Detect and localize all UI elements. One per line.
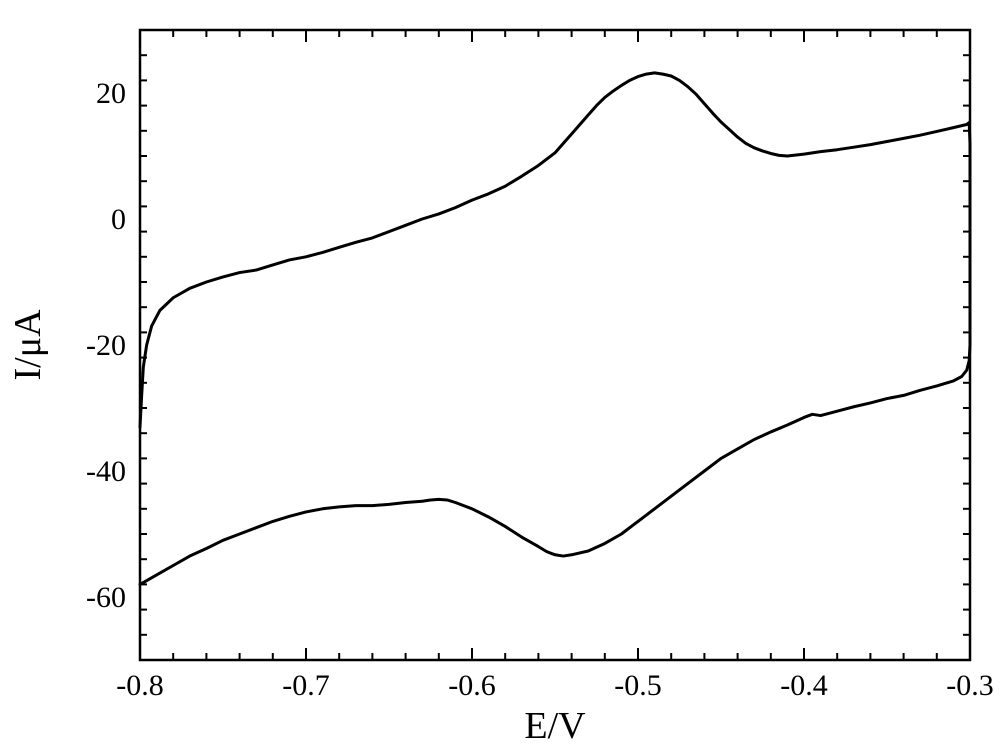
x-axis-label: E/V [524, 705, 586, 747]
y-tick-label: 20 [96, 77, 126, 110]
x-tick-label: -0.7 [282, 669, 330, 702]
y-tick-label: -20 [86, 329, 126, 362]
chart-bg [0, 0, 1000, 755]
y-tick-label: -40 [86, 455, 126, 488]
x-tick-label: -0.3 [946, 669, 994, 702]
x-tick-label: -0.5 [614, 669, 662, 702]
x-tick-label: -0.6 [448, 669, 496, 702]
y-tick-label: -60 [86, 581, 126, 614]
x-tick-label: -0.8 [116, 669, 164, 702]
cv-chart: -0.8 -0.7 -0.6 -0.5 -0.4 -0.3 -60 -40 -20 0 20 E/V I… [0, 0, 1000, 755]
y-tick-label: 0 [111, 203, 126, 236]
x-tick-label: -0.4 [780, 669, 828, 702]
chart-container: -0.8 -0.7 -0.6 -0.5 -0.4 -0.3 -60 -40 -20 0 20 E/V I… [0, 0, 1000, 755]
y-axis-label: I/μA [7, 309, 49, 381]
